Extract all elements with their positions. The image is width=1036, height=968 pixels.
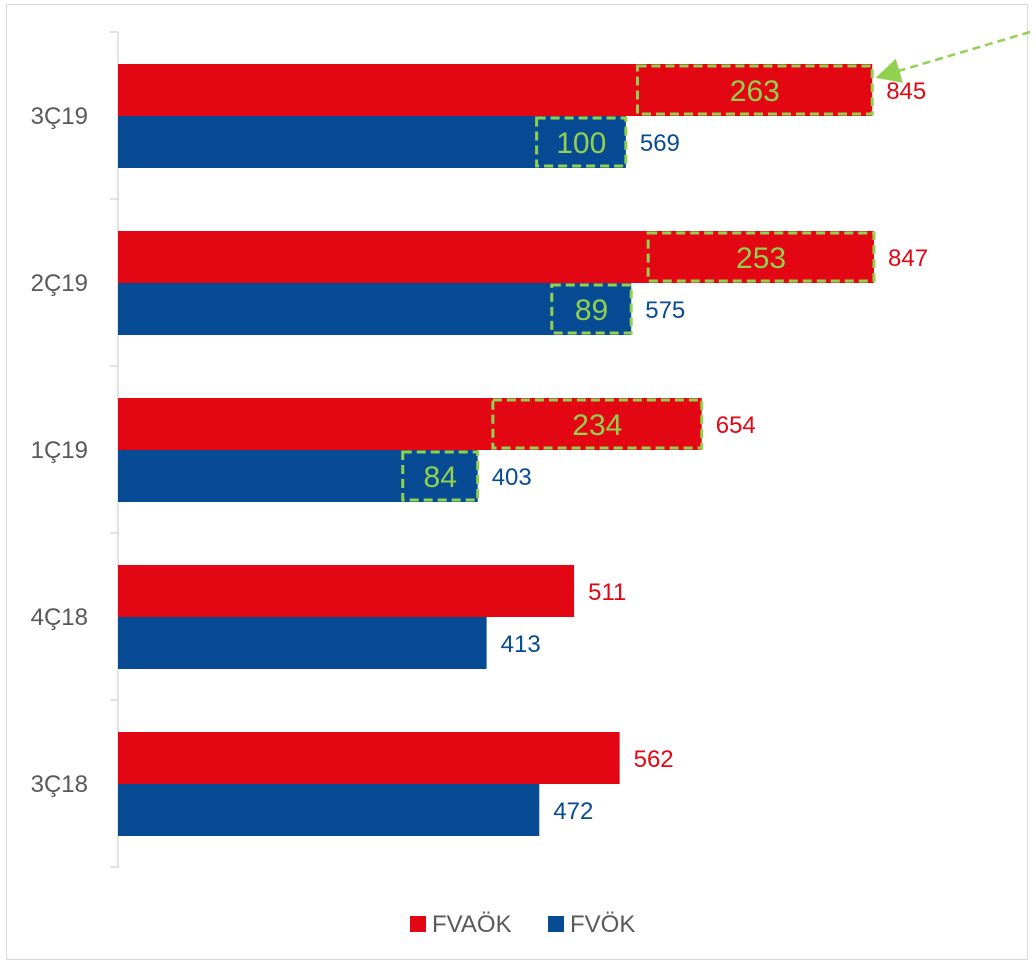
increment-box <box>401 450 480 502</box>
data-label: 511 <box>588 579 626 606</box>
increment-box <box>635 64 874 116</box>
increment-box <box>491 398 704 450</box>
legend: FVAÖK FVÖK <box>410 911 635 938</box>
data-label: 562 <box>634 746 674 773</box>
category-label: 2Ç19 <box>31 270 88 297</box>
data-label: 845 <box>886 78 926 105</box>
bar-fvaök <box>118 565 575 617</box>
bar-fvök <box>118 116 626 168</box>
bar-fvök <box>118 784 540 836</box>
bar-fvök <box>118 283 632 335</box>
category-label: 3Ç19 <box>31 103 88 130</box>
category-label: 4Ç18 <box>31 604 88 631</box>
increment-box <box>550 283 633 335</box>
bar-fvök <box>118 617 487 669</box>
bar-fvaök <box>118 231 874 283</box>
increment-label: 100 <box>556 127 606 160</box>
bar-fvaök <box>118 398 702 450</box>
category-label: 1Ç19 <box>31 437 88 464</box>
increment-label: 234 <box>572 409 622 442</box>
data-label: 403 <box>492 464 532 491</box>
data-label: 472 <box>553 798 593 825</box>
legend-label: FVÖK <box>570 911 635 938</box>
bar-fvök <box>118 450 478 502</box>
data-label: 575 <box>645 297 685 324</box>
bar-fvaök <box>118 64 873 116</box>
data-label: 847 <box>888 245 928 272</box>
data-label: 569 <box>640 130 680 157</box>
data-label: 413 <box>501 631 541 658</box>
legend-label: FVAÖK <box>432 911 512 938</box>
increment-label: 89 <box>575 294 608 327</box>
bar-fvaök <box>118 732 620 784</box>
increment-label: 263 <box>730 75 780 108</box>
annotation-arrow <box>875 30 1031 83</box>
legend-swatch <box>410 916 426 932</box>
increment-box <box>535 116 628 168</box>
increment-box <box>646 231 876 283</box>
increment-label: 84 <box>424 461 457 494</box>
legend-swatch <box>548 916 564 932</box>
category-label: 3Ç18 <box>31 771 88 798</box>
data-label: 654 <box>716 412 756 439</box>
increment-label: 253 <box>736 242 786 275</box>
